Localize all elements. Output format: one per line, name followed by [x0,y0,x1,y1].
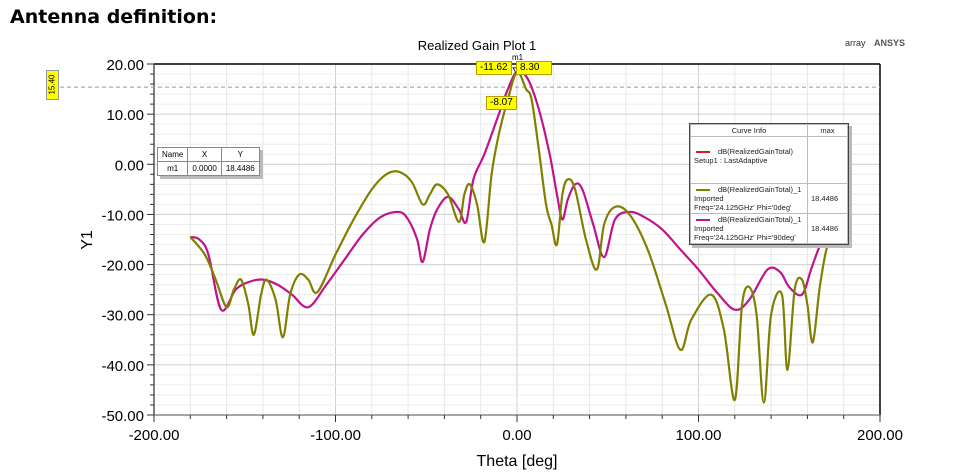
legend-line-icon [696,189,710,192]
marker-m1-label: m1 [512,53,524,62]
legend-entry[interactable]: dB(RealizedGainTotal)_1 Imported Freq='24.… [690,213,848,244]
legend-header-info: Curve Info [690,124,808,137]
marker-table[interactable]: Name X Y m1 0.0000 18.4486 [156,147,260,176]
beamwidth-lower-label: -8.07 [486,96,517,110]
x-tick-label: -100.00 [310,427,361,444]
x-tick-label: -200.00 [129,427,180,444]
y-tick-label: -20.00 [101,258,144,275]
x-tick-label: 100.00 [676,427,722,444]
plot-title: Realized Gain Plot 1 [417,38,537,53]
x-tick-label: 200.00 [857,427,903,444]
marker-col-name: Name [156,147,189,162]
y-tick-label: -10.00 [101,207,144,224]
beamwidth-right-label: 8.30 [516,61,553,75]
y-tick-label: -30.00 [101,308,144,325]
y-tick-label: 20.00 [106,57,144,74]
y-tick-label: -40.00 [101,358,144,375]
y-tick-label: 0.00 [115,157,144,174]
project-label: array [845,38,866,48]
legend-entry[interactable]: dB(RealizedGainTotal)_1 Imported Freq='24.… [690,183,848,214]
legend-entry[interactable]: dB(RealizedGainTotal) Setup1 : LastAdapti… [690,136,848,184]
marker-col-x: X [187,147,222,162]
x-axis-title: Theta [deg] [477,453,558,470]
marker-col-y: Y [220,147,260,162]
legend-line-icon [696,219,710,222]
ref-line-label: 15.40 [46,70,59,100]
legend-header-max: max [807,124,848,137]
marker-row: m1 0.0000 18.4486 [156,161,260,176]
beamwidth-left-label: -11.62 [476,61,512,75]
ansys-logo: ANSYS [874,38,906,48]
legend-line-icon [696,150,710,153]
legend[interactable]: Curve Info max dB(RealizedGainTotal) Setu… [689,123,849,245]
curve-phi-0[interactable] [189,70,845,404]
y-tick-label: -50.00 [101,408,144,425]
x-tick-label: 0.00 [502,427,531,444]
y-tick-label: 10.00 [106,107,144,124]
page-heading: Antenna definition: [10,6,218,28]
y-axis-title: Y1 [79,230,96,250]
